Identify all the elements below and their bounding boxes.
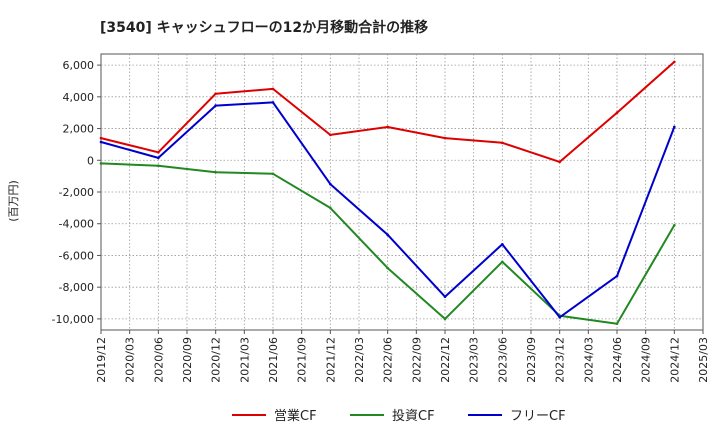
data-point (615, 274, 619, 278)
data-point (443, 295, 447, 298)
legend-label: フリーCF (510, 409, 566, 424)
x-tick-label: 2024/03 (582, 337, 595, 383)
x-tick-label: 2021/06 (267, 337, 280, 383)
data-point (157, 151, 160, 154)
x-tick-label: 2023/03 (468, 337, 481, 383)
y-tick-label: 4,000 (63, 91, 95, 104)
y-tick-label: 6,000 (63, 59, 95, 72)
x-tick-label: 2022/09 (410, 337, 423, 383)
data-point (443, 136, 447, 140)
data-point (329, 133, 332, 137)
data-point (329, 182, 332, 186)
data-point (558, 316, 561, 319)
x-tick-label: 2021/09 (296, 337, 309, 383)
data-point (99, 140, 103, 144)
data-point (214, 92, 217, 95)
data-point (99, 162, 103, 165)
data-point (673, 125, 676, 129)
data-point (271, 101, 275, 104)
legend-label: 営業CF (274, 408, 317, 424)
data-point (157, 156, 160, 160)
data-point (329, 206, 332, 210)
x-tick-label: 2019/12 (95, 337, 108, 383)
data-point (214, 170, 217, 174)
x-tick-label: 2024/06 (611, 337, 624, 383)
x-tick-label: 2022/12 (439, 337, 452, 383)
y-tick-label: 2,000 (63, 123, 95, 136)
data-point (673, 60, 676, 64)
x-tick-label: 2021/12 (324, 337, 337, 383)
data-point (558, 160, 561, 164)
data-point (501, 260, 504, 264)
x-tick-label: 2020/09 (181, 337, 194, 383)
x-tick-label: 2022/06 (382, 337, 395, 383)
data-point (386, 266, 389, 270)
data-point (99, 136, 103, 140)
legend: 営業CF 投資CF フリーCF (232, 408, 566, 424)
legend-label: 投資CF (392, 408, 435, 424)
chart-title: [3540] キャッシュフローの12か月移動合計の推移 (100, 19, 428, 36)
y-tick-label: -2,000 (59, 186, 94, 199)
x-tick-label: 2020/12 (210, 337, 223, 383)
y-axis-label: (百万円) (7, 180, 20, 222)
data-point (271, 87, 275, 91)
x-tick-label: 2020/03 (124, 337, 137, 383)
data-point (386, 125, 389, 129)
x-tick-label: 2023/09 (525, 337, 538, 383)
data-point (443, 317, 447, 321)
data-point (673, 224, 676, 227)
y-tick-label: -8,000 (59, 281, 94, 294)
x-tick-label: 2021/03 (238, 337, 251, 383)
x-tick-label: 2022/03 (353, 337, 366, 383)
data-point (615, 322, 619, 325)
x-tick-label: 2023/12 (554, 337, 567, 383)
y-tick-label: -6,000 (59, 249, 94, 262)
x-tick-label: 2024/12 (668, 337, 681, 383)
x-tick-label: 2025/03 (697, 337, 710, 383)
data-point (386, 233, 389, 237)
x-tick-label: 2023/06 (496, 337, 509, 383)
data-point (271, 172, 275, 176)
y-tick-label: -4,000 (59, 218, 94, 231)
x-tick-label: 2024/09 (640, 337, 653, 383)
data-point (615, 111, 619, 114)
data-point (157, 164, 160, 168)
y-tick-label: -10,000 (52, 313, 94, 326)
y-tick-label: 0 (87, 154, 94, 167)
data-point (214, 104, 217, 107)
data-point (501, 243, 504, 246)
x-tick-label: 2020/06 (152, 337, 165, 383)
plot-area: 6,000 4,000 2,000 0 -2,000 -4,000 -6,000 -8,000… (52, 53, 710, 383)
data-point (501, 141, 504, 145)
